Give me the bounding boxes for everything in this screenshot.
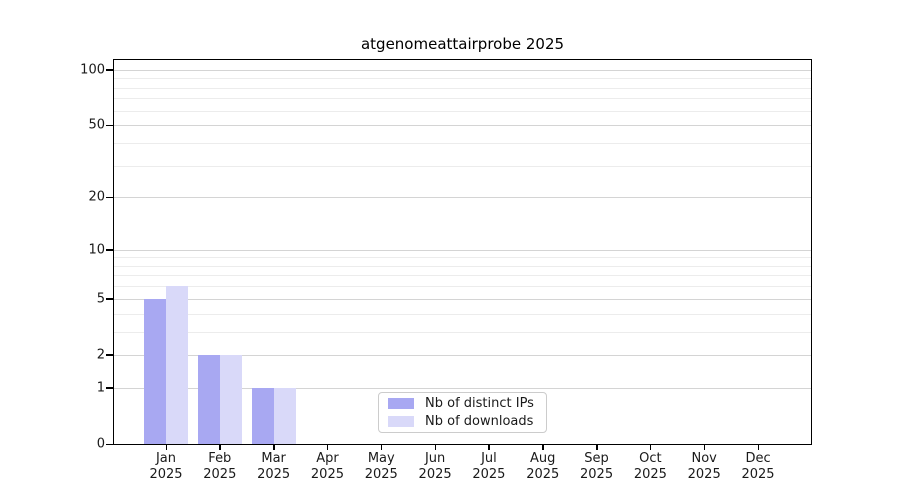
y-tick-mark — [106, 124, 113, 127]
major-gridline — [114, 125, 811, 127]
x-tick-mark — [165, 444, 167, 450]
y-tick-label: 20 — [88, 189, 105, 205]
bar-downloads — [219, 354, 242, 444]
x-tick-label: Dec 2025 — [741, 451, 775, 482]
minor-gridline — [114, 78, 811, 80]
minor-gridline — [114, 110, 811, 112]
minor-gridline — [114, 286, 811, 288]
y-tick-mark — [106, 387, 113, 389]
x-tick-label: Nov 2025 — [687, 451, 721, 482]
minor-gridline — [114, 275, 811, 277]
x-tick-label: Mar 2025 — [257, 451, 291, 482]
x-tick-mark — [596, 444, 598, 450]
y-tick-mark — [106, 196, 113, 199]
x-tick-label: Feb 2025 — [203, 451, 237, 482]
legend-item-distinct-ips: Nb of distinct IPs — [388, 396, 537, 411]
y-tick-mark — [106, 298, 113, 300]
y-tick-label: 5 — [96, 291, 105, 307]
minor-gridline — [114, 265, 811, 267]
legend-swatch-downloads — [388, 416, 414, 427]
plot-area — [113, 59, 812, 445]
x-tick-mark — [703, 444, 706, 450]
y-tick-mark — [106, 69, 113, 71]
legend-label-distinct-ips: Nb of distinct IPs — [425, 396, 534, 411]
x-tick-label: Jul 2025 — [472, 451, 506, 482]
minor-gridline — [114, 87, 811, 89]
y-tick-mark — [106, 354, 113, 356]
x-tick-label: Jan 2025 — [149, 451, 183, 482]
minor-gridline — [114, 98, 811, 100]
x-tick-mark — [380, 444, 383, 450]
x-tick-label: Jun 2025 — [418, 451, 452, 482]
x-tick-label: Apr 2025 — [310, 451, 344, 482]
y-tick-label: 0 — [96, 436, 105, 452]
x-tick-mark — [273, 444, 275, 450]
legend-label-downloads: Nb of downloads — [425, 414, 534, 429]
x-tick-mark — [542, 444, 544, 450]
legend-swatch-distinct-ips — [388, 398, 414, 409]
major-gridline — [114, 298, 811, 300]
legend-item-downloads: Nb of downloads — [388, 414, 537, 429]
bar-distinct-ips — [251, 387, 274, 444]
legend: Nb of distinct IPs Nb of downloads — [378, 392, 547, 433]
minor-gridline — [114, 313, 811, 315]
y-tick-label: 100 — [80, 62, 105, 78]
minor-gridline — [114, 142, 811, 144]
major-gridline — [114, 69, 811, 71]
y-tick-label: 50 — [88, 117, 105, 133]
x-tick-mark — [219, 444, 221, 450]
major-gridline — [114, 197, 811, 199]
x-tick-label: Oct 2025 — [633, 451, 667, 482]
x-tick-label: Aug 2025 — [526, 451, 560, 482]
x-tick-label: May 2025 — [364, 451, 398, 482]
y-tick-mark — [106, 443, 113, 445]
major-gridline — [114, 354, 811, 356]
major-gridline — [114, 249, 811, 251]
minor-gridline — [114, 165, 811, 167]
y-tick-mark — [106, 249, 113, 251]
x-tick-mark — [649, 444, 652, 450]
chart-title: atgenomeattairprobe 2025 — [360, 35, 565, 53]
x-tick-mark — [434, 444, 437, 450]
x-tick-mark — [326, 444, 329, 450]
minor-gridline — [114, 331, 811, 333]
bar-distinct-ips — [144, 298, 166, 444]
bar-downloads — [273, 387, 296, 444]
minor-gridline — [114, 257, 811, 259]
x-tick-mark — [488, 444, 490, 450]
x-tick-label: Sep 2025 — [580, 451, 614, 482]
y-tick-label: 2 — [96, 347, 105, 363]
bar-downloads — [166, 286, 188, 444]
y-tick-label: 10 — [88, 242, 105, 258]
y-tick-label: 1 — [96, 380, 105, 396]
bar-distinct-ips — [197, 354, 220, 444]
x-tick-mark — [757, 444, 760, 450]
major-gridline — [114, 387, 811, 389]
